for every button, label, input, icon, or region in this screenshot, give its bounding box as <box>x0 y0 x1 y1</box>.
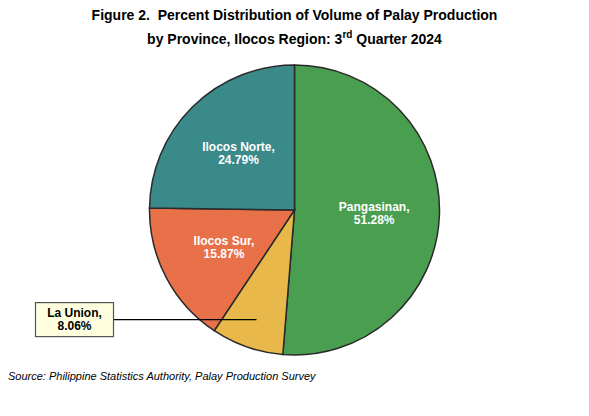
svg-text:La Union,8.06%: La Union,8.06% <box>47 306 102 333</box>
html-text:Figure 2. Percent Distribution: Figure 2. Percent Distribution of Volume… <box>91 7 498 23</box>
html-text:by Province, Ilocos Region: 3r: by Province, Ilocos Region: 3rdQuarter 2… <box>147 29 442 47</box>
svg-text:Pangasinan,51.28%: Pangasinan,51.28% <box>339 200 410 227</box>
svg-text:Ilocos Norte,24.79%: Ilocos Norte,24.79% <box>202 140 275 167</box>
html-text:Source: Philippine Statistics: Source: Philippine Statistics Authority,… <box>8 369 316 382</box>
svg-text:Ilocos Sur,15.87%: Ilocos Sur,15.87% <box>194 234 255 261</box>
